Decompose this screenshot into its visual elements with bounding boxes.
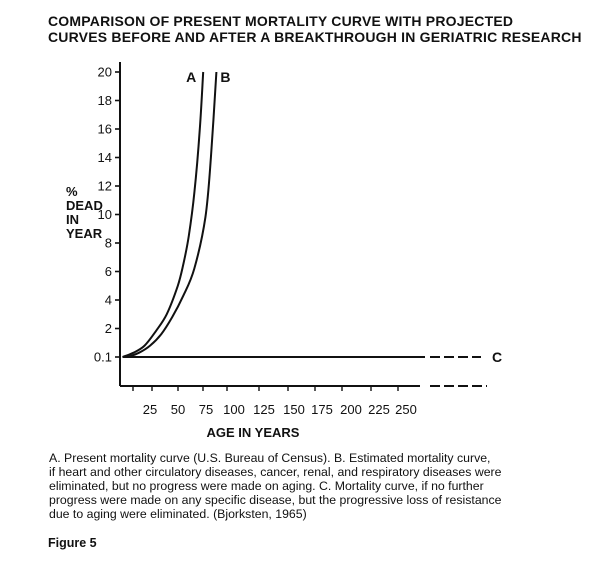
figure-label: Figure 5 [48,536,97,550]
chart-title: COMPARISON OF PRESENT MORTALITY CURVE WI… [48,13,588,45]
caption-line-2: if heart and other circulatory diseases,… [49,465,502,479]
y-tick-label: 20 [98,65,112,80]
y-axis-label-line: % [66,184,78,199]
y-tick-label: 6 [105,264,112,279]
x-axis-label: AGE IN YEARS [207,425,300,440]
y-axis-label-line: DEAD [66,198,103,213]
x-tick-label: 200 [340,402,362,417]
x-tick-label: 175 [311,402,333,417]
x-tick-label: 150 [283,402,305,417]
y-tick-label: 12 [98,179,112,194]
x-tick-label: 25 [143,402,157,417]
figure-caption: A. Present mortality curve (U.S. Bureau … [49,451,589,521]
y-tick-label: 2 [105,321,112,336]
x-tick-label: 75 [199,402,213,417]
y-tick-label: 0.1 [94,350,112,365]
x-axis-ticks: 25 50 75 100 125 150 175 200 225 250 [132,386,417,417]
x-tick-label: 125 [253,402,275,417]
y-tick-label: 10 [98,207,112,222]
y-axis-label-line: IN [66,212,79,227]
series-layer: A B C [122,69,502,365]
caption-line-5: due to aging were eliminated. (Bjorksten… [49,507,307,521]
series-b-line [127,71,218,358]
chart-title-line-2: CURVES BEFORE AND AFTER A BREAKTHROUGH I… [48,29,582,45]
y-axis-ticks: 0.1 2 4 6 8 10 12 14 16 18 20 [94,65,120,365]
caption-line-1: A. Present mortality curve (U.S. Bureau … [49,451,491,465]
caption-line-3: eliminated, but no progress were made on… [49,479,484,493]
axes [119,62,487,387]
y-tick-label: 18 [98,93,112,108]
y-tick-label: 8 [105,236,112,251]
series-a-line [122,71,205,358]
x-tick-label: 225 [368,402,390,417]
series-a-label: A [186,69,196,85]
y-tick-label: 4 [105,293,112,308]
series-b-label: B [220,69,230,85]
x-tick-label: 250 [395,402,417,417]
x-tick-label: 100 [223,402,245,417]
y-axis-label-line: YEAR [66,226,103,241]
caption-line-4: progress were made on any specific disea… [49,493,502,507]
chart-title-line-1: COMPARISON OF PRESENT MORTALITY CURVE WI… [48,13,514,29]
series-c-label: C [492,349,502,365]
x-tick-label: 50 [171,402,185,417]
y-tick-label: 16 [98,122,112,137]
y-tick-label: 14 [98,150,112,165]
